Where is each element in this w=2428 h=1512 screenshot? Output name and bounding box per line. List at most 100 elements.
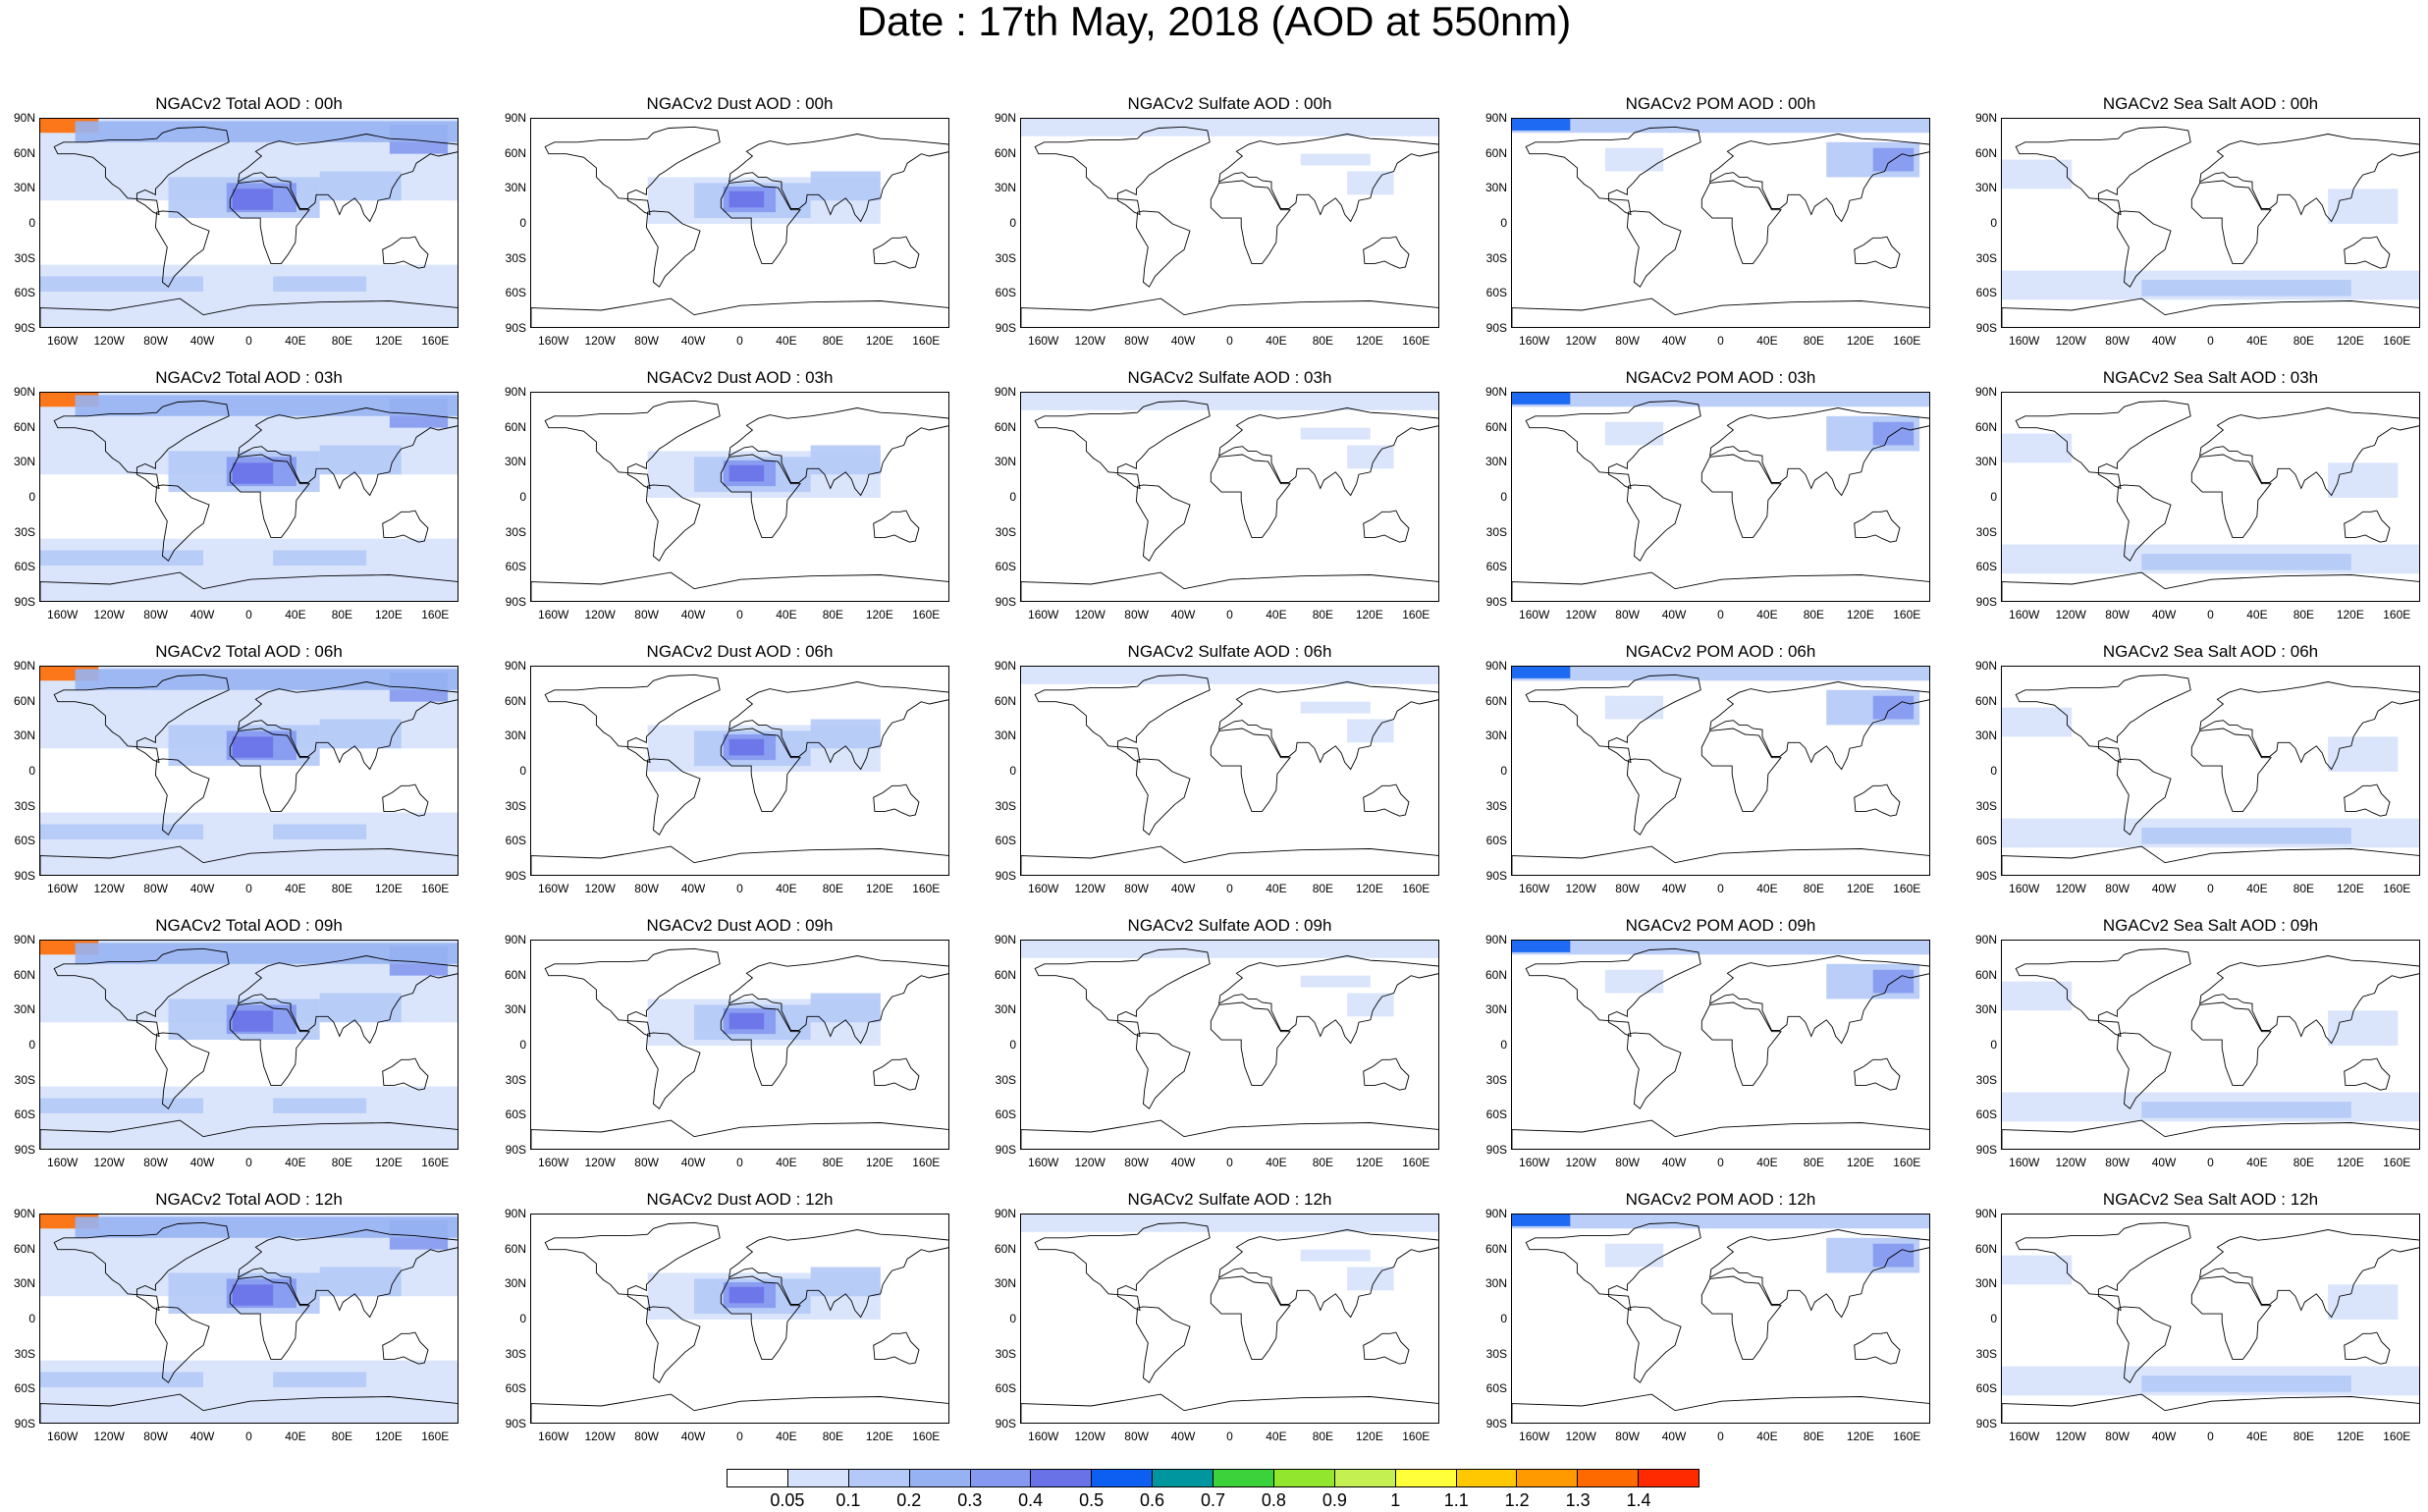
coastline bbox=[382, 510, 429, 543]
lat-tick-label: 60N bbox=[994, 1241, 1016, 1256]
map-frame bbox=[39, 1214, 459, 1424]
aod-field bbox=[2141, 1376, 2351, 1392]
lon-tick-label: 40W bbox=[189, 1430, 215, 1443]
map-svg bbox=[40, 119, 458, 327]
lon-tick-label: 40E bbox=[1756, 1430, 1778, 1443]
lat-tick-label: 60N bbox=[1974, 145, 1997, 160]
lon-tick-label: 40E bbox=[2246, 608, 2268, 621]
lon-tick-label: 80W bbox=[634, 334, 659, 348]
lat-tick-label: 60S bbox=[1485, 1107, 1507, 1122]
coastline bbox=[873, 236, 920, 269]
coastline bbox=[2116, 1306, 2172, 1383]
lon-tick-label: 40E bbox=[776, 334, 797, 348]
coastline bbox=[1709, 134, 1929, 223]
lat-tick-label: 0 bbox=[1009, 764, 1016, 778]
aod-field bbox=[232, 462, 274, 484]
lat-tick-label: 90S bbox=[505, 321, 526, 335]
coastline bbox=[645, 1032, 701, 1109]
lat-tick-label: 0 bbox=[519, 764, 526, 778]
lat-tick-label: 90N bbox=[1484, 933, 1507, 946]
lon-tick-label: 160E bbox=[1893, 608, 1921, 621]
aod-field bbox=[728, 1012, 765, 1030]
lat-tick-label: 30S bbox=[1485, 524, 1507, 539]
lat-tick-label: 0 bbox=[28, 490, 35, 504]
lon-tick-label: 80W bbox=[143, 334, 168, 348]
coastline bbox=[2015, 126, 2191, 216]
coastline bbox=[2199, 407, 2419, 497]
coastline bbox=[2199, 1229, 2419, 1319]
lon-tick-label: 80E bbox=[331, 334, 353, 348]
map-svg bbox=[1021, 667, 1438, 875]
lon-tick-label: 160E bbox=[1402, 1430, 1430, 1443]
lon-tick-label: 120W bbox=[1074, 334, 1106, 348]
lon-tick-label: 120E bbox=[1355, 1430, 1383, 1443]
coastline bbox=[728, 681, 948, 771]
lon-tick-label: 80W bbox=[2105, 334, 2130, 348]
lon-tick-label: 120E bbox=[1846, 882, 1874, 895]
lon-tick-label: 80W bbox=[143, 1430, 168, 1443]
lon-tick-label: 160W bbox=[2009, 1156, 2040, 1169]
coastline bbox=[544, 400, 721, 490]
coastline bbox=[1854, 510, 1901, 543]
panel-title: NGACv2 Sulfate AOD : 03h bbox=[1127, 368, 1332, 387]
lon-tick-label: 160E bbox=[2383, 1156, 2411, 1169]
lon-tick-label: 160W bbox=[538, 882, 569, 895]
aod-field bbox=[1512, 941, 1571, 952]
coastline bbox=[728, 134, 948, 223]
coastline bbox=[1626, 758, 1682, 836]
coastline bbox=[544, 674, 721, 764]
map-svg bbox=[1512, 119, 1929, 327]
lat-tick-label: 60N bbox=[504, 419, 526, 434]
lon-tick-label: 120W bbox=[93, 1156, 125, 1169]
coastline bbox=[1854, 783, 1901, 817]
panel-title: NGACv2 Sea Salt AOD : 09h bbox=[2102, 916, 2319, 935]
coastline bbox=[2190, 1001, 2272, 1086]
coastline bbox=[40, 845, 458, 875]
lon-tick-label: 160W bbox=[47, 608, 79, 621]
lon-tick-label: 160E bbox=[912, 608, 941, 621]
aod-field bbox=[1512, 1215, 1929, 1229]
coastline bbox=[1709, 681, 1929, 771]
lon-tick-label: 160E bbox=[1402, 608, 1430, 621]
lon-tick-label: 120E bbox=[1355, 1156, 1383, 1169]
lon-tick-label: 120W bbox=[93, 334, 125, 348]
lat-tick-label: 60N bbox=[994, 967, 1016, 982]
lon-tick-label: 80E bbox=[1803, 882, 1825, 895]
coastline bbox=[2116, 210, 2172, 288]
lon-tick-label: 160W bbox=[2009, 1430, 2040, 1443]
lat-tick-label: 90N bbox=[13, 1207, 35, 1220]
colorbar-label: 1.1 bbox=[1443, 1490, 1469, 1510]
lon-tick-label: 160W bbox=[1519, 608, 1550, 621]
aod-field bbox=[1512, 119, 1929, 134]
coastline bbox=[1021, 1393, 1438, 1423]
lon-tick-label: 120W bbox=[93, 608, 125, 621]
panel-title: NGACv2 Total AOD : 06h bbox=[155, 642, 343, 661]
aod-field bbox=[810, 719, 881, 749]
colorbar-swatch bbox=[728, 1470, 788, 1486]
lat-tick-label: 0 bbox=[1500, 1312, 1507, 1325]
lon-tick-label: 80E bbox=[822, 1156, 844, 1169]
lon-tick-label: 40W bbox=[1170, 334, 1196, 348]
panel-title: NGACv2 Sea Salt AOD : 12h bbox=[2102, 1190, 2319, 1209]
lat-tick-label: 90N bbox=[504, 1207, 526, 1220]
colorbar bbox=[727, 1469, 1700, 1487]
lat-tick-label: 90S bbox=[1485, 869, 1507, 883]
lat-tick-label: 60S bbox=[995, 1381, 1016, 1396]
coastline bbox=[1525, 947, 1701, 1038]
lat-tick-label: 30N bbox=[504, 1276, 526, 1291]
lat-tick-label: 30S bbox=[995, 250, 1016, 265]
lat-tick-label: 60N bbox=[13, 419, 35, 434]
lon-tick-label: 120E bbox=[2336, 334, 2364, 348]
lon-tick-label: 160E bbox=[912, 882, 941, 895]
lon-tick-label: 80W bbox=[1615, 882, 1640, 895]
lat-tick-label: 90N bbox=[13, 933, 35, 946]
coastline bbox=[1135, 1032, 1191, 1109]
lat-tick-label: 90N bbox=[994, 659, 1016, 673]
coastline bbox=[53, 400, 230, 490]
map-svg bbox=[1021, 119, 1438, 327]
lat-tick-label: 60S bbox=[1975, 560, 1997, 574]
aod-field bbox=[40, 1086, 458, 1149]
map-frame bbox=[2001, 118, 2420, 328]
coastline bbox=[154, 758, 210, 836]
lat-tick-label: 30N bbox=[994, 729, 1016, 743]
